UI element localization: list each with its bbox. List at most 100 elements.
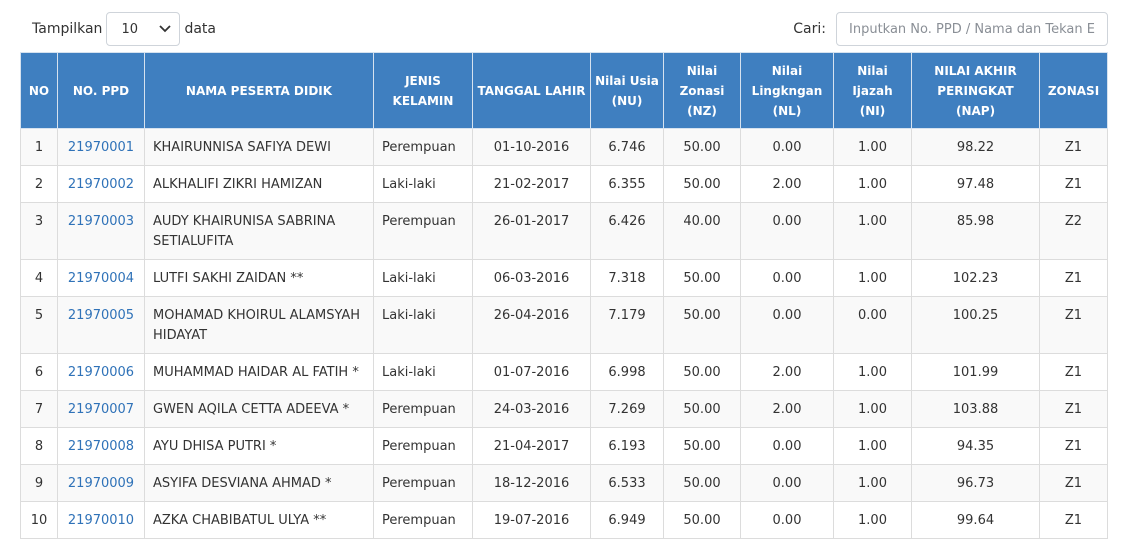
cell-nama: ALKHALIFI ZIKRI HAMIZAN bbox=[144, 165, 374, 203]
cell-nilai-zonasi: 50.00 bbox=[663, 165, 741, 203]
ppd-link[interactable]: 21970010 bbox=[67, 513, 135, 528]
cell-tanggal-lahir: 21-04-2017 bbox=[472, 427, 591, 465]
cell-no: 8 bbox=[20, 427, 58, 465]
header-col-no[interactable]: NO bbox=[20, 52, 58, 129]
header-col-no-ppd[interactable]: NO. PPD bbox=[57, 52, 145, 129]
cell-jenis-kelamin: Perempuan bbox=[373, 464, 473, 502]
ranking-table: NO NO. PPD NAMA PESERTA DIDIK JENIS KELAMIN… bbox=[20, 52, 1108, 539]
cell-nilai-usia: 6.949 bbox=[590, 501, 664, 539]
cell-nilai-ijazah: 1.00 bbox=[833, 165, 912, 203]
cell-nilai-lingkungan: 0.00 bbox=[740, 427, 834, 465]
cell-jenis-kelamin: Laki-laki bbox=[373, 165, 473, 203]
page-length-control: Tampilkan 10 data bbox=[32, 12, 216, 46]
header-col-tanggal-lahir[interactable]: TANGGAL LAHIR bbox=[472, 52, 591, 129]
table-body: 1 21970001 KHAIRUNNISA SAFIYA DEWI Perempua… bbox=[20, 128, 1108, 539]
chevron-down-icon bbox=[159, 22, 172, 37]
cell-zonasi: Z1 bbox=[1039, 128, 1108, 166]
search-input[interactable] bbox=[836, 12, 1108, 46]
cell-nama: AYU DHISA PUTRI * bbox=[144, 427, 374, 465]
cell-nilai-lingkungan: 2.00 bbox=[740, 390, 834, 428]
cell-zonasi: Z1 bbox=[1039, 259, 1108, 297]
header-col-nilai-akhir[interactable]: NILAI AKHIR PERINGKAT (NAP) bbox=[911, 52, 1040, 129]
cell-nilai-akhir: 102.23 bbox=[911, 259, 1040, 297]
cell-nilai-akhir: 100.25 bbox=[911, 296, 1040, 354]
header-col-nilai-usia[interactable]: Nilai Usia (NU) bbox=[590, 52, 664, 129]
ppd-link[interactable]: 21970009 bbox=[67, 476, 135, 491]
cell-zonasi: Z1 bbox=[1039, 427, 1108, 465]
cell-nilai-akhir: 101.99 bbox=[911, 353, 1040, 391]
cell-nilai-ijazah: 1.00 bbox=[833, 202, 912, 260]
cell-nilai-zonasi: 50.00 bbox=[663, 464, 741, 502]
ppd-link[interactable]: 21970003 bbox=[67, 214, 135, 229]
cell-nilai-lingkungan: 0.00 bbox=[740, 296, 834, 354]
cell-nilai-lingkungan: 2.00 bbox=[740, 353, 834, 391]
cell-nilai-usia: 7.179 bbox=[590, 296, 664, 354]
cell-nilai-usia: 6.355 bbox=[590, 165, 664, 203]
ppd-link[interactable]: 21970005 bbox=[67, 308, 135, 323]
cell-nilai-ijazah: 1.00 bbox=[833, 501, 912, 539]
cell-nilai-lingkungan: 0.00 bbox=[740, 202, 834, 260]
cell-no: 2 bbox=[20, 165, 58, 203]
header-col-zonasi[interactable]: ZONASI bbox=[1039, 52, 1108, 129]
table-row: 8 21970008 AYU DHISA PUTRI * Perempuan 21-04… bbox=[20, 427, 1108, 465]
cell-no-ppd: 21970009 bbox=[57, 464, 145, 502]
cell-nilai-lingkungan: 2.00 bbox=[740, 165, 834, 203]
cell-zonasi: Z1 bbox=[1039, 390, 1108, 428]
cell-no-ppd: 21970005 bbox=[57, 296, 145, 354]
cell-nama: GWEN AQILA CETTA ADEEVA * bbox=[144, 390, 374, 428]
cell-nilai-lingkungan: 0.00 bbox=[740, 501, 834, 539]
cell-nilai-zonasi: 50.00 bbox=[663, 427, 741, 465]
cell-zonasi: Z1 bbox=[1039, 464, 1108, 502]
cell-nama: KHAIRUNNISA SAFIYA DEWI bbox=[144, 128, 374, 166]
header-col-nilai-ijazah[interactable]: Nilai Ijazah (NI) bbox=[833, 52, 912, 129]
cell-nama: MUHAMMAD HAIDAR AL FATIH * bbox=[144, 353, 374, 391]
cell-nilai-usia: 6.998 bbox=[590, 353, 664, 391]
cell-nama: ASYIFA DESVIANA AHMAD * bbox=[144, 464, 374, 502]
header-col-nilai-zonasi[interactable]: Nilai Zonasi (NZ) bbox=[663, 52, 741, 129]
cell-jenis-kelamin: Perempuan bbox=[373, 390, 473, 428]
cell-nilai-zonasi: 50.00 bbox=[663, 128, 741, 166]
cell-no: 6 bbox=[20, 353, 58, 391]
ppd-link[interactable]: 21970007 bbox=[67, 402, 135, 417]
header-col-nilai-lingkungan[interactable]: Nilai Lingkngan (NL) bbox=[740, 52, 834, 129]
cell-no-ppd: 21970002 bbox=[57, 165, 145, 203]
table-row: 5 21970005 MOHAMAD KHOIRUL ALAMSYAH HIDAYA… bbox=[20, 296, 1108, 354]
cell-zonasi: Z2 bbox=[1039, 202, 1108, 260]
ppd-link[interactable]: 21970008 bbox=[67, 439, 135, 454]
header-col-nama[interactable]: NAMA PESERTA DIDIK bbox=[144, 52, 374, 129]
cell-nilai-ijazah: 1.00 bbox=[833, 390, 912, 428]
cell-nilai-lingkungan: 0.00 bbox=[740, 259, 834, 297]
table-row: 7 21970007 GWEN AQILA CETTA ADEEVA * Peremp… bbox=[20, 390, 1108, 428]
cell-no: 4 bbox=[20, 259, 58, 297]
cell-jenis-kelamin: Laki-laki bbox=[373, 296, 473, 354]
cell-nilai-ijazah: 1.00 bbox=[833, 259, 912, 297]
ppd-link[interactable]: 21970004 bbox=[67, 271, 135, 286]
page-length-select[interactable]: 10 bbox=[106, 12, 181, 46]
table-row: 9 21970009 ASYIFA DESVIANA AHMAD * Perempua… bbox=[20, 464, 1108, 502]
cell-nilai-akhir: 96.73 bbox=[911, 464, 1040, 502]
cell-nilai-akhir: 85.98 bbox=[911, 202, 1040, 260]
ppd-link[interactable]: 21970001 bbox=[67, 140, 135, 155]
cell-nilai-lingkungan: 0.00 bbox=[740, 464, 834, 502]
cell-jenis-kelamin: Perempuan bbox=[373, 501, 473, 539]
cell-jenis-kelamin: Perempuan bbox=[373, 202, 473, 260]
cell-no-ppd: 21970008 bbox=[57, 427, 145, 465]
cell-nilai-zonasi: 50.00 bbox=[663, 390, 741, 428]
cell-nilai-akhir: 97.48 bbox=[911, 165, 1040, 203]
table-row: 3 21970003 AUDY KHAIRUNISA SABRINA SETIALU… bbox=[20, 202, 1108, 260]
cell-tanggal-lahir: 24-03-2016 bbox=[472, 390, 591, 428]
table-controls: Tampilkan 10 data Cari: bbox=[20, 12, 1108, 46]
cell-no-ppd: 21970004 bbox=[57, 259, 145, 297]
cell-nilai-zonasi: 40.00 bbox=[663, 202, 741, 260]
cell-nilai-usia: 7.318 bbox=[590, 259, 664, 297]
cell-jenis-kelamin: Perempuan bbox=[373, 128, 473, 166]
cell-nilai-lingkungan: 0.00 bbox=[740, 128, 834, 166]
cell-no: 7 bbox=[20, 390, 58, 428]
header-col-jenis-kelamin[interactable]: JENIS KELAMIN bbox=[373, 52, 473, 129]
cell-no: 3 bbox=[20, 202, 58, 260]
cell-jenis-kelamin: Perempuan bbox=[373, 427, 473, 465]
ppd-link[interactable]: 21970002 bbox=[67, 177, 135, 192]
cell-no: 1 bbox=[20, 128, 58, 166]
ppd-link[interactable]: 21970006 bbox=[67, 365, 135, 380]
cell-tanggal-lahir: 19-07-2016 bbox=[472, 501, 591, 539]
